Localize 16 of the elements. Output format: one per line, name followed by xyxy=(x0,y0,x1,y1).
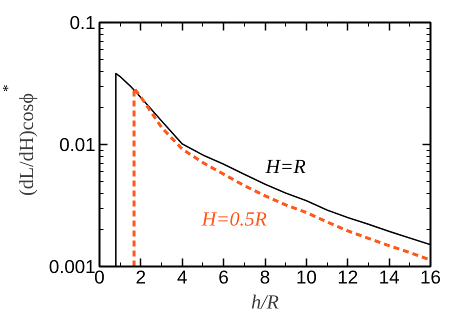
x-tick-label: 10 xyxy=(296,266,317,288)
x-tick-label: 6 xyxy=(218,266,229,288)
x-axis-title: h/R xyxy=(251,292,279,314)
x-tick-label: 14 xyxy=(378,266,400,288)
y-tick-label: 0.01 xyxy=(59,134,96,155)
x-tick-label: 12 xyxy=(337,266,358,288)
series-label: H=0.5R xyxy=(200,208,267,231)
x-tick-label: 0 xyxy=(94,266,105,288)
y-tick-label: 0.1 xyxy=(70,12,96,33)
y-tick-label: 0.001 xyxy=(48,256,96,277)
x-tick-label: 2 xyxy=(136,266,146,288)
series-label: H=R xyxy=(264,156,306,178)
x-tick-label: 4 xyxy=(177,266,188,288)
x-tick-label: 16 xyxy=(420,266,441,288)
x-tick-label: 8 xyxy=(260,266,270,288)
y-axis-title: (dL/dH)cosϕ* xyxy=(0,84,38,196)
